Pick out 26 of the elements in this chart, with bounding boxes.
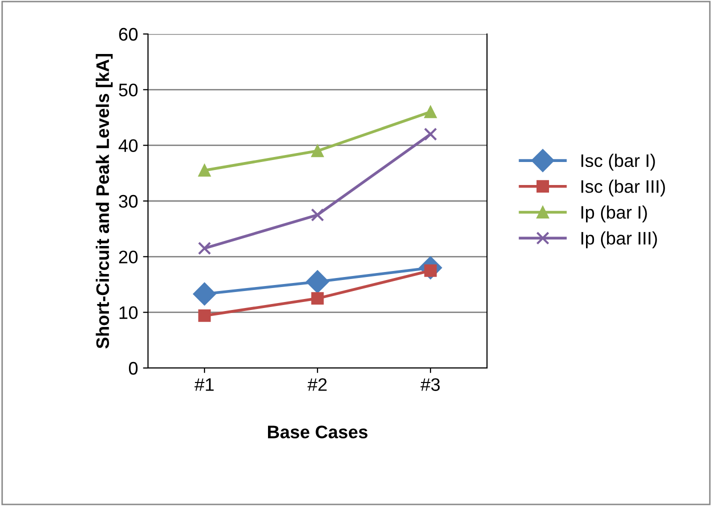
point — [424, 106, 437, 118]
legend-label: Isc (bar III) — [581, 180, 665, 196]
legend-label: Ip (bar I) — [581, 206, 647, 222]
point — [311, 144, 324, 158]
legend-label: Isc (bar I) — [581, 154, 655, 171]
point — [311, 292, 324, 305]
y-tick-label: 30 — [118, 194, 138, 208]
x-tick-label: #2 — [308, 378, 327, 391]
y-tick-label: 60 — [119, 28, 138, 41]
y-tick-label: 50 — [118, 84, 138, 96]
point — [193, 282, 216, 306]
point — [198, 164, 211, 177]
y-axis-title: Short-Circuit and Peak Levels [kA] — [96, 54, 113, 348]
point — [424, 128, 438, 141]
y-tick-label: 10 — [120, 306, 138, 320]
x-tick-label: #3 — [420, 378, 440, 391]
x-tick-label: #1 — [194, 378, 214, 391]
point — [198, 309, 211, 322]
point — [306, 270, 329, 294]
y-tick-label: 20 — [119, 250, 138, 264]
point — [310, 208, 324, 222]
point — [198, 242, 212, 255]
y-tick-label: 0 — [128, 362, 138, 375]
y-tick-label: 40 — [118, 139, 138, 152]
legend-label: Ip (bar III) — [581, 231, 657, 248]
x-axis-title: Base Cases — [268, 426, 368, 438]
